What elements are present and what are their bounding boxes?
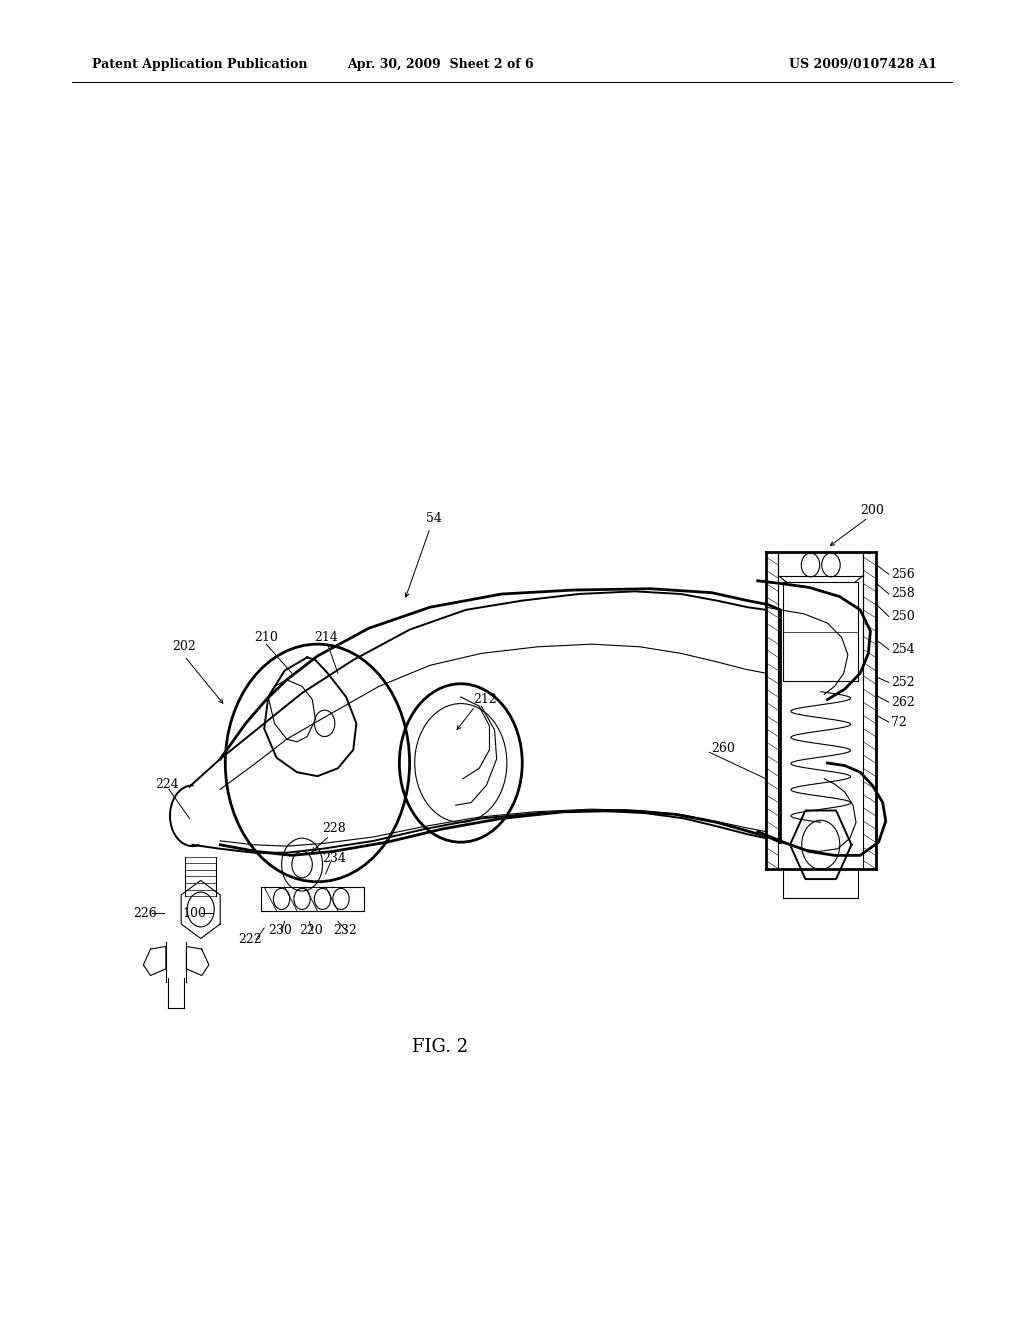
Text: 252: 252 <box>891 676 914 689</box>
Text: 214: 214 <box>314 631 338 644</box>
Text: Apr. 30, 2009  Sheet 2 of 6: Apr. 30, 2009 Sheet 2 of 6 <box>347 58 534 71</box>
Text: 260: 260 <box>712 742 735 755</box>
Text: 232: 232 <box>333 924 356 937</box>
Text: 220: 220 <box>299 924 323 937</box>
Text: 234: 234 <box>323 851 346 865</box>
Text: 228: 228 <box>323 822 346 836</box>
Text: 210: 210 <box>254 631 278 644</box>
Text: 262: 262 <box>891 696 914 709</box>
Text: 200: 200 <box>860 504 884 517</box>
Text: 224: 224 <box>156 777 179 791</box>
Text: 254: 254 <box>891 643 914 656</box>
Text: 256: 256 <box>891 568 914 581</box>
Text: 100: 100 <box>182 907 206 920</box>
Text: 202: 202 <box>172 640 196 653</box>
Text: 54: 54 <box>426 512 442 525</box>
Text: 258: 258 <box>891 587 914 601</box>
Text: 212: 212 <box>473 693 497 706</box>
Text: 72: 72 <box>891 715 906 729</box>
Text: 222: 222 <box>239 933 262 946</box>
Text: FIG. 2: FIG. 2 <box>413 1038 468 1056</box>
Text: 230: 230 <box>268 924 292 937</box>
Text: US 2009/0107428 A1: US 2009/0107428 A1 <box>788 58 937 71</box>
Text: 250: 250 <box>891 610 914 623</box>
Text: Patent Application Publication: Patent Application Publication <box>92 58 307 71</box>
Text: 226: 226 <box>133 907 157 920</box>
